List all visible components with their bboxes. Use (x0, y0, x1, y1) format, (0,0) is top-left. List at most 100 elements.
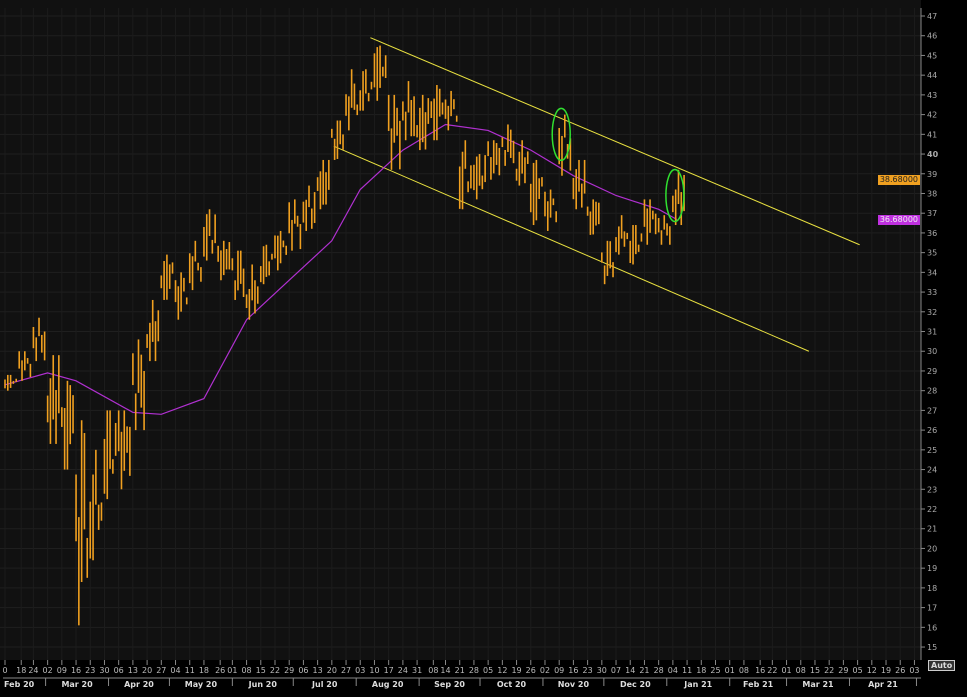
month-label: Mar 21 (802, 680, 834, 689)
x-tick-label: 31 (412, 666, 422, 675)
x-tick-label: 04 (668, 666, 678, 675)
y-tick-label: 46 (927, 32, 937, 41)
x-tick-label: 19 (881, 666, 891, 675)
x-tick-label: 13 (313, 666, 323, 675)
x-tick-label: 30 (597, 666, 607, 675)
x-tick-label: 01 (781, 666, 791, 675)
x-tick-label: 16 (568, 666, 578, 675)
y-tick-label: 17 (927, 604, 937, 613)
trendlines (333, 37, 860, 352)
month-label: Nov 20 (558, 680, 590, 689)
auto-scale-button[interactable]: Auto (928, 660, 956, 671)
x-tick-label: 28 (654, 666, 664, 675)
month-label: Dec 20 (620, 680, 651, 689)
x-tick-label: 24 (28, 666, 38, 675)
trendline (370, 37, 860, 246)
x-axis-labels: 0 18 24 02 09 16 23 30 06 13 20 27 04 11 18 26 01 08 15 22 2… (2, 660, 920, 689)
y-tick-label: 19 (927, 564, 937, 573)
x-tick-label: 07 (611, 666, 621, 675)
price-bars (4, 45, 685, 626)
month-label: Feb 20 (4, 680, 35, 689)
x-tick-label: 08 (241, 666, 251, 675)
x-tick-label: 19 (511, 666, 521, 675)
month-label: Aug 20 (372, 680, 404, 689)
x-tick-label: 22 (824, 666, 834, 675)
y-tick-label: 33 (927, 288, 937, 297)
x-tick-label: 22 (270, 666, 280, 675)
x-tick-label: 22 (767, 666, 777, 675)
x-tick-label: 18 (199, 666, 209, 675)
x-tick-label: 11 (682, 666, 692, 675)
highlight-ellipse (551, 107, 571, 162)
moving-average-line (4, 123, 678, 415)
y-tick-label: 38 (927, 189, 937, 198)
y-tick-label: 35 (927, 249, 937, 258)
y-axis-labels: 15 16 17 18 19 20 21 22 23 24 25 26 27 28 29 30 31 32 33 34… (921, 12, 939, 652)
month-label: Apr 20 (124, 680, 154, 689)
x-tick-label: 20 (327, 666, 337, 675)
y-tick-label: 16 (927, 623, 937, 632)
y-tick-label: 45 (927, 51, 937, 60)
y-tick-label: 29 (927, 367, 937, 376)
x-tick-label: 08 (739, 666, 749, 675)
x-tick-label: 29 (838, 666, 848, 675)
x-tick-label: 02 (540, 666, 550, 675)
x-tick-label: 01 (725, 666, 735, 675)
y-tick-label: 22 (927, 505, 937, 514)
x-tick-label: 27 (341, 666, 351, 675)
x-tick-label: 03 (355, 666, 365, 675)
x-tick-label: 21 (639, 666, 649, 675)
x-tick-label: 02 (43, 666, 53, 675)
x-tick-label: 23 (583, 666, 593, 675)
y-tick-label: 25 (927, 446, 937, 455)
moving-average (4, 123, 678, 415)
y-tick-label: 32 (927, 308, 937, 317)
x-tick-label: 21 (455, 666, 465, 675)
x-tick-label: 29 (284, 666, 294, 675)
y-tick-label: 42 (927, 111, 937, 120)
x-tick-label: 18 (16, 666, 26, 675)
x-tick-label: 25 (710, 666, 720, 675)
month-label: Apr 21 (868, 680, 898, 689)
y-tick-label: 21 (927, 525, 937, 534)
x-tick-label: 20 (142, 666, 152, 675)
x-tick-label: 11 (185, 666, 195, 675)
y-tick-label: 40 (927, 150, 939, 159)
x-tick-label: 12 (497, 666, 507, 675)
x-tick-label: 13 (128, 666, 138, 675)
x-tick-label: 08 (796, 666, 806, 675)
annotations (551, 107, 685, 223)
x-tick-label: 09 (554, 666, 564, 675)
x-tick-label: 16 (755, 666, 765, 675)
x-tick-label: 24 (398, 666, 408, 675)
highlight-ellipse (665, 168, 685, 223)
month-label: Sep 20 (434, 680, 465, 689)
x-tick-label: 10 (369, 666, 379, 675)
y-tick-label: 31 (927, 328, 937, 337)
month-label: Oct 20 (497, 680, 527, 689)
x-tick-label: 14 (625, 666, 635, 675)
x-tick-label: 06 (114, 666, 124, 675)
ma-value-tag: 36.68000 (877, 214, 920, 225)
x-tick-label: 06 (298, 666, 308, 675)
x-tick-label: 0 (2, 666, 7, 675)
x-tick-label: 05 (853, 666, 863, 675)
y-tick-label: 15 (927, 643, 937, 652)
y-tick-label: 43 (927, 91, 937, 100)
x-tick-label: 18 (696, 666, 706, 675)
x-tick-label: 26 (895, 666, 905, 675)
x-tick-label: 15 (810, 666, 820, 675)
y-tick-label: 47 (927, 12, 937, 21)
x-tick-label: 27 (156, 666, 166, 675)
month-label: Jan 21 (683, 680, 712, 689)
month-label: Jul 20 (311, 680, 338, 689)
x-tick-label: 26 (215, 666, 225, 675)
x-tick-label: 14 (440, 666, 450, 675)
x-tick-label: 23 (85, 666, 95, 675)
x-tick-label: 09 (57, 666, 67, 675)
y-tick-label: 36 (927, 229, 937, 238)
y-tick-label: 27 (927, 406, 937, 415)
y-tick-label: 20 (927, 544, 937, 553)
trendline (333, 145, 810, 352)
